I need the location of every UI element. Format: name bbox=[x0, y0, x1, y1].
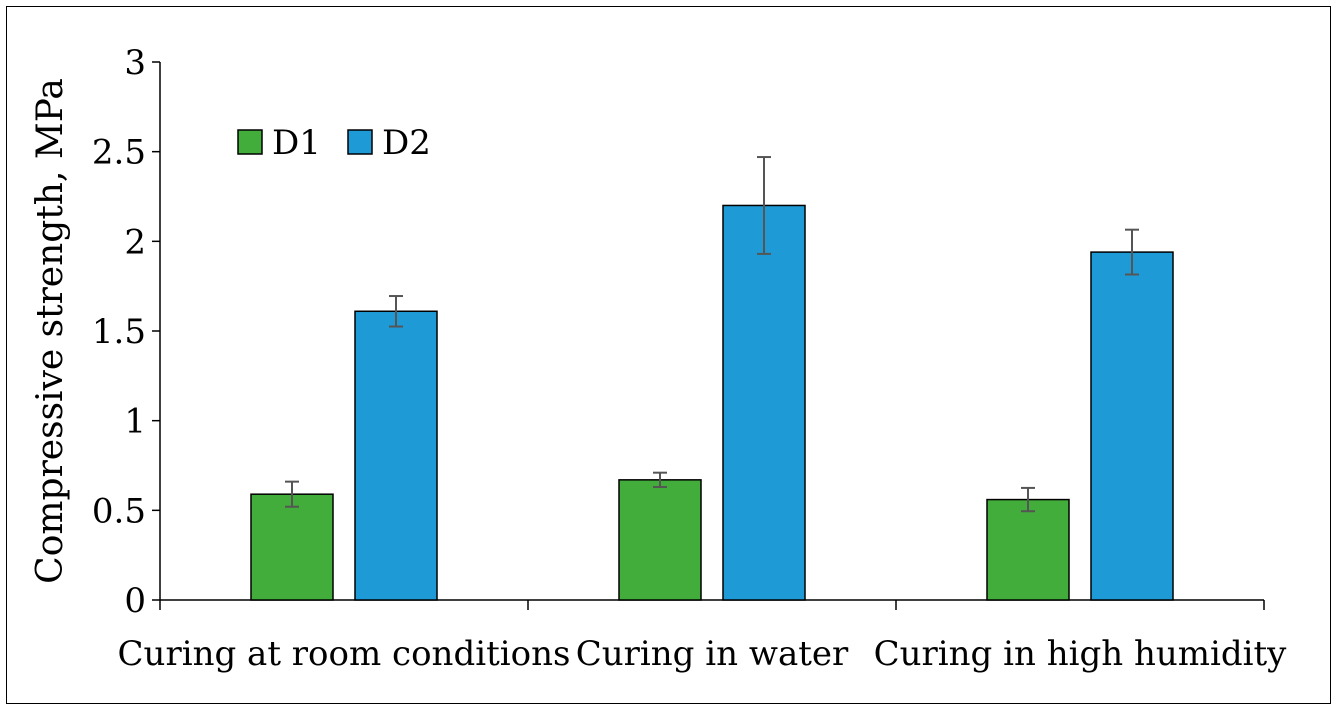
y-tick-label: 1 bbox=[124, 402, 146, 442]
bar-d1-1 bbox=[250, 493, 334, 601]
x-tick-label: Curing in high humidity bbox=[874, 634, 1288, 674]
legend-label-d1: D1 bbox=[272, 123, 321, 163]
bar-d2-3 bbox=[1090, 251, 1174, 601]
bar-d2-2 bbox=[722, 204, 806, 601]
y-tick-labels: 0 0.5 1 1.5 2 2.5 3 bbox=[92, 43, 146, 621]
y-tick-label: 2.5 bbox=[92, 133, 146, 173]
legend-swatch-d1 bbox=[237, 129, 263, 155]
y-tick-label: 0 bbox=[124, 581, 146, 621]
legend: D1 D2 bbox=[237, 123, 431, 163]
error-bars bbox=[285, 156, 1139, 513]
bars bbox=[250, 204, 1174, 601]
y-tick-label: 1.5 bbox=[92, 312, 146, 352]
bar-d1-3 bbox=[986, 498, 1070, 601]
legend-label-d2: D2 bbox=[382, 123, 431, 163]
x-tick-label: Curing at room conditions bbox=[118, 634, 571, 674]
x-tick-label: Curing in water bbox=[576, 634, 849, 674]
bar-d2-1 bbox=[354, 310, 438, 601]
x-tick-labels: Curing at room conditions Curing in water… bbox=[118, 634, 1288, 674]
bar-d1-2 bbox=[618, 479, 702, 601]
axes bbox=[152, 61, 1265, 610]
y-axis-label: Compressive strength, MPa bbox=[30, 78, 71, 584]
legend-swatch-d2 bbox=[347, 129, 373, 155]
y-tick-label: 2 bbox=[124, 222, 146, 262]
y-tick-label: 0.5 bbox=[92, 491, 146, 531]
y-tick-label: 3 bbox=[124, 43, 146, 83]
